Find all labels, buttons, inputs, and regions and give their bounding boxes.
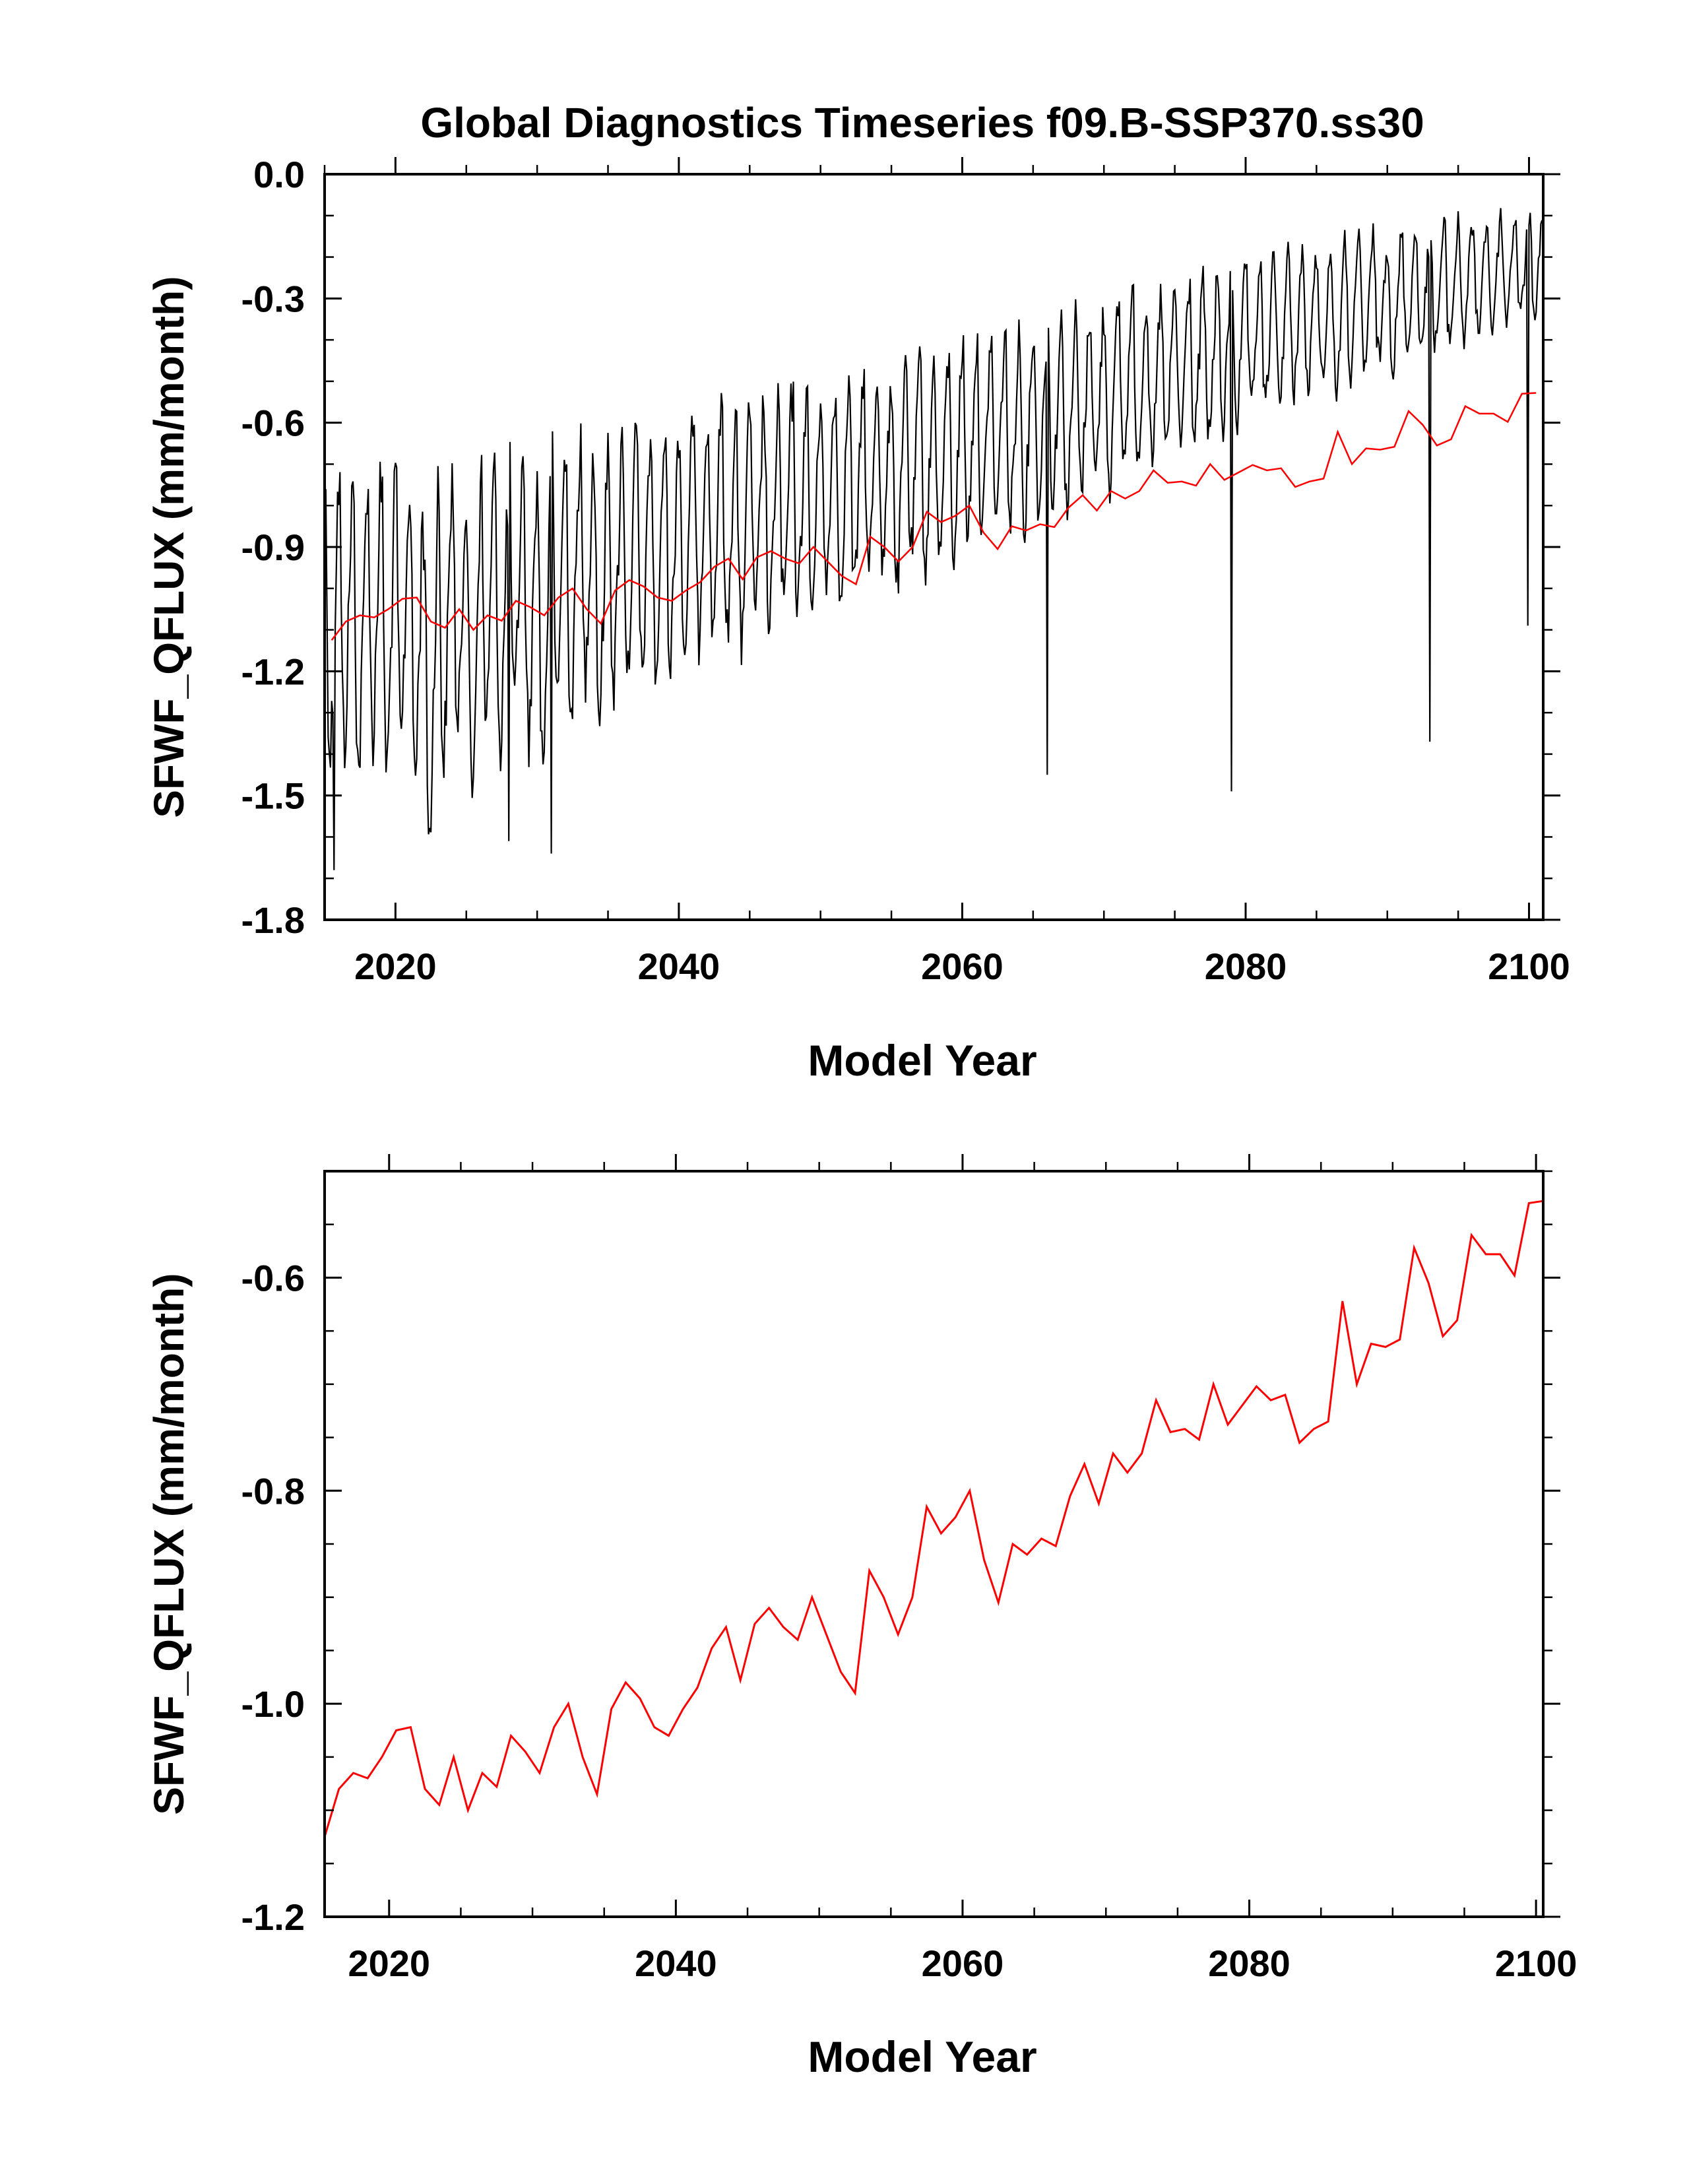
bottom-x-tick-label: 2020 (348, 1943, 430, 1984)
bottom-series-group (323, 1200, 1544, 1838)
top-x-tick-label: 2020 (354, 946, 437, 987)
top-y-tick-label: 0.0 (253, 154, 305, 195)
bottom-y-tick-label: -1.2 (241, 1896, 305, 1938)
chart-title: Global Diagnostics Timeseries f09.B-SSP3… (420, 99, 1424, 146)
bottom-ticks-group: 2020 2040 2060 2080 2100 -0.6 -0.8 -1.0 -1.2 (241, 1154, 1577, 1984)
top-y-tick-label: -0.9 (241, 527, 305, 568)
bottom-x-tick-label: 2060 (922, 1943, 1004, 1984)
top-y-tick-label: -0.3 (241, 278, 305, 319)
top-x-tick-label: 2060 (921, 946, 1004, 987)
bottom-x-axis-label: Model Year (808, 2032, 1036, 2081)
top-series-group (323, 208, 1543, 870)
bottom-y-axis-label: SFWF_QFLUX (mm/month) (145, 1273, 193, 1815)
top-y-axis-label: SFWF_QFLUX (mm/month) (145, 276, 193, 818)
bottom-x-tick-label: 2100 (1495, 1943, 1577, 1984)
top-annual-series-line (331, 392, 1537, 641)
top-y-tick-label: -1.5 (241, 775, 305, 817)
top-x-tick-label: 2080 (1205, 946, 1287, 987)
top-monthly-series-line (323, 208, 1543, 870)
top-y-tick-label: -1.8 (241, 899, 305, 941)
bottom-y-tick-label: -0.6 (241, 1257, 305, 1299)
bottom-annual-series-line (323, 1200, 1544, 1838)
bottom-x-tick-label: 2040 (635, 1943, 717, 1984)
top-y-tick-label: -1.2 (241, 651, 305, 692)
top-ticks-group: 2020 2040 2060 2080 2100 0.0 -0.3 -0.6 -0.9 -1.2 -… (241, 154, 1570, 987)
top-chart: 2020 2040 2060 2080 2100 0.0 -0.3 -0.6 -0.9 -1.2 -… (145, 154, 1570, 1085)
bottom-x-tick-label: 2080 (1208, 1943, 1291, 1984)
top-x-tick-label: 2040 (638, 946, 720, 987)
top-x-axis-label: Model Year (808, 1036, 1036, 1085)
bottom-chart: 2020 2040 2060 2080 2100 -0.6 -0.8 -1.0 -1.2 SFW… (145, 1154, 1577, 2081)
bottom-y-tick-label: -1.0 (241, 1683, 305, 1725)
top-x-tick-label: 2100 (1488, 946, 1570, 987)
top-y-tick-label: -0.6 (241, 402, 305, 444)
bottom-y-tick-label: -0.8 (241, 1470, 305, 1512)
